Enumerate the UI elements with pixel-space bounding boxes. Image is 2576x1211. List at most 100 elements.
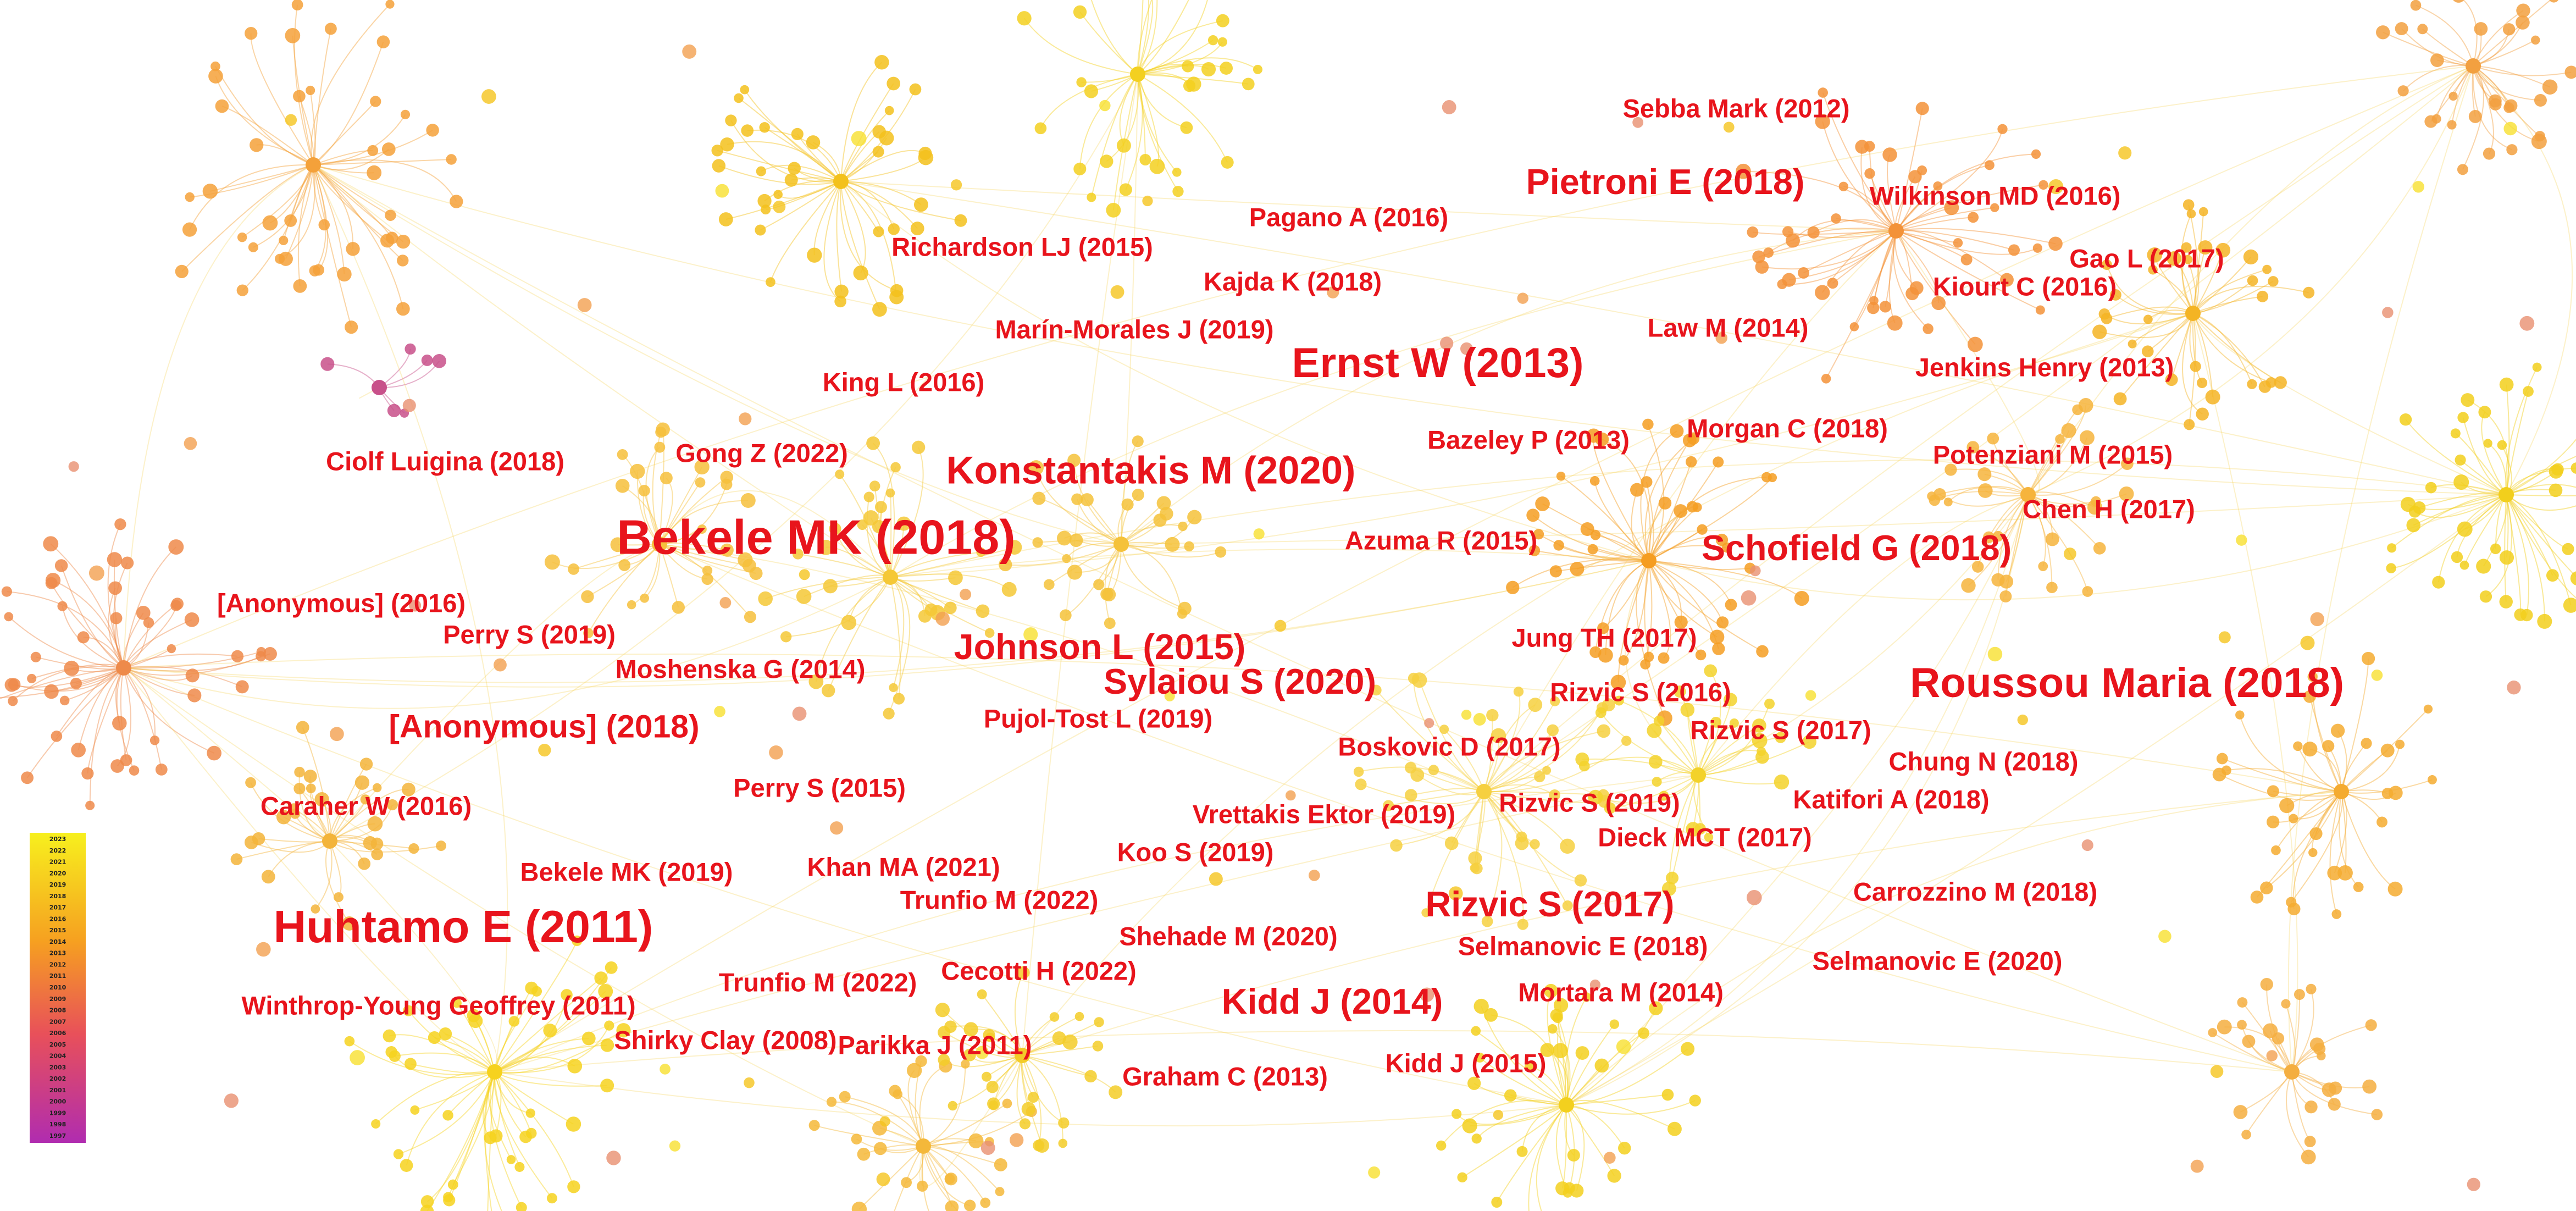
edge bbox=[494, 1057, 575, 1072]
node-label: Caraher W (2016) bbox=[261, 791, 472, 820]
node bbox=[2562, 543, 2574, 555]
node bbox=[1052, 1031, 1066, 1046]
edge bbox=[1648, 560, 1732, 605]
edge bbox=[313, 164, 391, 216]
node bbox=[1648, 755, 1663, 769]
node bbox=[1588, 789, 1603, 805]
node bbox=[984, 628, 995, 638]
node bbox=[386, 799, 398, 811]
node bbox=[567, 1058, 583, 1074]
node bbox=[1110, 285, 1124, 299]
node bbox=[1990, 203, 1999, 212]
node bbox=[1598, 648, 1613, 663]
node-label: [Anonymous] (2018) bbox=[389, 709, 699, 745]
node bbox=[1207, 35, 1218, 46]
node-label: Schofield G (2018) bbox=[1702, 528, 2012, 568]
node bbox=[1540, 1043, 1555, 1057]
node bbox=[333, 892, 344, 903]
node bbox=[1621, 736, 1632, 746]
node bbox=[426, 124, 439, 137]
node bbox=[202, 184, 218, 199]
edge bbox=[1600, 712, 1699, 776]
edge bbox=[494, 65, 2474, 1072]
node bbox=[2303, 690, 2316, 703]
edge bbox=[890, 313, 2193, 578]
edge bbox=[349, 1041, 495, 1075]
node bbox=[1805, 690, 1816, 701]
edge bbox=[1079, 74, 1138, 169]
legend-year: 2006 bbox=[49, 1030, 67, 1037]
node bbox=[615, 478, 630, 493]
node bbox=[514, 1162, 525, 1172]
node bbox=[2459, 560, 2469, 570]
legend-year: 2013 bbox=[49, 950, 67, 957]
edge bbox=[1752, 230, 1897, 235]
edge bbox=[1556, 1015, 1569, 1105]
edge bbox=[2506, 494, 2553, 576]
edge bbox=[1066, 543, 1122, 559]
edge bbox=[1822, 92, 1897, 231]
edge bbox=[1566, 1100, 1696, 1115]
node bbox=[342, 916, 357, 931]
node bbox=[766, 277, 775, 287]
node bbox=[314, 792, 329, 807]
node bbox=[841, 615, 857, 631]
node bbox=[853, 265, 868, 281]
node bbox=[1692, 502, 1702, 512]
edge bbox=[2405, 419, 2507, 495]
node bbox=[450, 195, 463, 208]
node bbox=[2093, 542, 2106, 555]
node bbox=[303, 770, 317, 783]
node bbox=[1764, 698, 1775, 709]
edge bbox=[2413, 494, 2507, 526]
node bbox=[452, 998, 462, 1008]
node bbox=[744, 1077, 755, 1088]
edge bbox=[1425, 791, 1484, 913]
node bbox=[834, 295, 846, 308]
node bbox=[869, 480, 880, 491]
edge bbox=[659, 544, 2292, 1072]
node bbox=[773, 190, 783, 200]
edge bbox=[1698, 494, 2029, 776]
edge bbox=[315, 840, 333, 910]
node bbox=[1597, 724, 1611, 738]
node bbox=[851, 131, 867, 147]
node bbox=[1475, 1052, 1485, 1063]
edge bbox=[1698, 703, 1770, 776]
node bbox=[1933, 181, 1943, 191]
edge bbox=[1125, 74, 1143, 190]
edge bbox=[890, 577, 901, 699]
node bbox=[1355, 778, 1367, 790]
node bbox=[1704, 832, 1714, 842]
node bbox=[1953, 238, 1963, 248]
edge bbox=[2192, 280, 2274, 314]
node bbox=[1274, 620, 1287, 632]
node bbox=[2309, 827, 2323, 840]
node bbox=[2247, 275, 2258, 286]
edge bbox=[1679, 691, 1699, 776]
legend-year: 2009 bbox=[49, 996, 67, 1003]
edge bbox=[359, 387, 380, 399]
edge bbox=[123, 667, 1567, 1105]
hub-node bbox=[306, 157, 321, 173]
node bbox=[1560, 838, 1575, 854]
edge bbox=[2341, 744, 2401, 792]
hub-node bbox=[883, 569, 898, 585]
edge bbox=[552, 544, 660, 569]
edge bbox=[1566, 1032, 1644, 1105]
node bbox=[1074, 1011, 1084, 1021]
node bbox=[2322, 740, 2335, 753]
node bbox=[2532, 362, 2542, 372]
node bbox=[863, 491, 874, 502]
node bbox=[1802, 734, 1817, 749]
edge bbox=[313, 164, 2292, 1072]
node-label: Bekele MK (2018) bbox=[617, 510, 1015, 564]
node bbox=[874, 55, 889, 70]
edge bbox=[950, 1025, 1023, 1056]
node-label: Koo S (2019) bbox=[1117, 837, 1274, 866]
node bbox=[938, 1026, 951, 1039]
node bbox=[2289, 814, 2298, 823]
node bbox=[2048, 179, 2064, 195]
edge bbox=[123, 546, 176, 668]
